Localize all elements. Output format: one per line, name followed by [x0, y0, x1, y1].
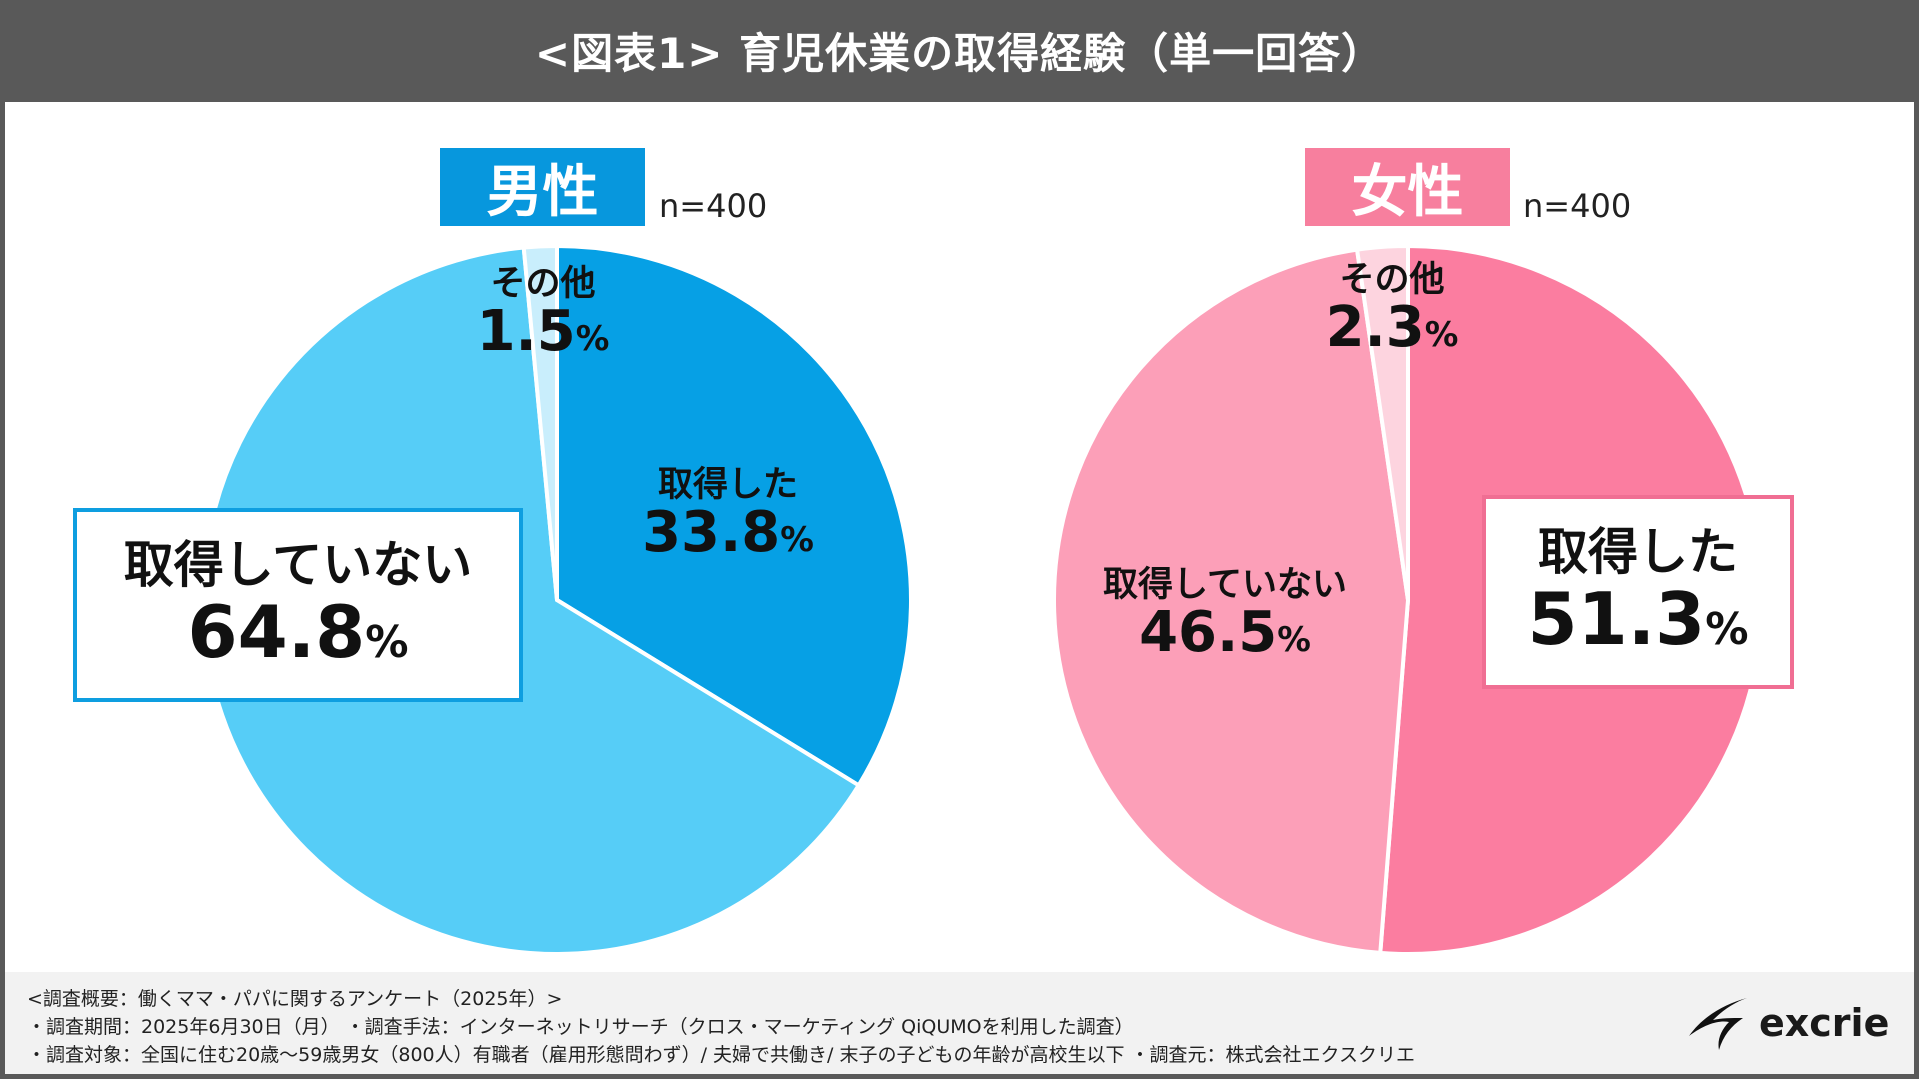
male-taken-value: 33.8%	[642, 503, 814, 563]
excrie-logo-text: excrie	[1759, 1001, 1890, 1045]
female-slice-other	[1355, 244, 1410, 602]
female-not-taken-name: 取得していない	[1103, 565, 1347, 605]
female-taken-name: 取得した	[1538, 522, 1738, 581]
female-other-unit: %	[1424, 314, 1459, 354]
female-not-taken-value: 46.5%	[1103, 603, 1347, 663]
excrie-logo: excrie	[1685, 992, 1889, 1054]
male-not-taken-callout: 取得していない 64.8%	[73, 508, 523, 702]
female-not-taken-unit: %	[1277, 619, 1311, 659]
male-sample-size: n=400	[659, 187, 768, 225]
female-taken-callout: 取得した 51.3%	[1482, 495, 1794, 689]
page-title: <図表1> 育児休業の取得経験（単一回答）	[0, 0, 1919, 100]
female-title-box: 女性	[1305, 148, 1510, 226]
female-slice-not-taken	[1052, 247, 1410, 955]
male-not-taken-unit: %	[365, 617, 409, 668]
male-pie-chart	[201, 244, 913, 956]
female-taken-unit: %	[1705, 604, 1749, 655]
male-other-unit: %	[575, 318, 610, 358]
female-not-taken-label: 取得していない 46.5%	[1103, 567, 1347, 663]
footer-survey-target: ・調査対象：全国に住む20歳～59歳男女（800人）有職者（雇用形態問わず）/ …	[27, 1044, 1415, 1066]
female-not-taken-value-number: 46.5	[1139, 599, 1278, 665]
female-other-name: その他	[1339, 260, 1445, 300]
male-taken-label: 取得した 33.8%	[642, 467, 814, 563]
male-taken-value-number: 33.8	[642, 499, 781, 565]
male-not-taken-name: 取得していない	[123, 535, 473, 594]
female-other-value-number: 2.3	[1325, 294, 1425, 360]
male-other-name: その他	[490, 264, 596, 304]
female-other-label: その他 2.3%	[1326, 262, 1459, 358]
male-other-value: 1.5%	[477, 302, 610, 362]
male-title-box: 男性	[440, 148, 645, 226]
chart-panel: 男性 n=400 女性 n=400 その他 1.5% 取得した 33.8% 取得…	[5, 102, 1914, 1074]
excrie-swoosh-icon	[1689, 998, 1747, 1050]
male-slice-not-taken	[201, 245, 861, 956]
male-other-value-number: 1.5	[476, 298, 576, 364]
male-slice-taken	[555, 244, 913, 788]
female-sample-size: n=400	[1523, 187, 1632, 225]
female-taken-value-number: 51.3	[1527, 576, 1706, 661]
male-not-taken-value: 64.8%	[187, 589, 409, 674]
female-taken-value: 51.3%	[1527, 576, 1749, 661]
footer-survey-period: ・調査期間：2025年6月30日（月） ・調査手法：インターネットリサーチ（クロ…	[27, 1016, 1134, 1038]
footer-survey-overview: <調査概要：働くママ・パパに関するアンケート（2025年）>	[27, 988, 563, 1010]
survey-footer: <調査概要：働くママ・パパに関するアンケート（2025年）> ・調査期間：202…	[5, 972, 1914, 1074]
pie-charts-canvas	[201, 244, 1764, 956]
male-taken-unit: %	[780, 519, 814, 559]
male-slice-other	[521, 244, 559, 602]
male-other-label: その他 1.5%	[477, 266, 610, 362]
female-other-value: 2.3%	[1326, 298, 1459, 358]
male-not-taken-value-number: 64.8	[187, 589, 366, 674]
female-pie-chart	[1052, 244, 1764, 956]
male-taken-name: 取得した	[657, 465, 799, 505]
